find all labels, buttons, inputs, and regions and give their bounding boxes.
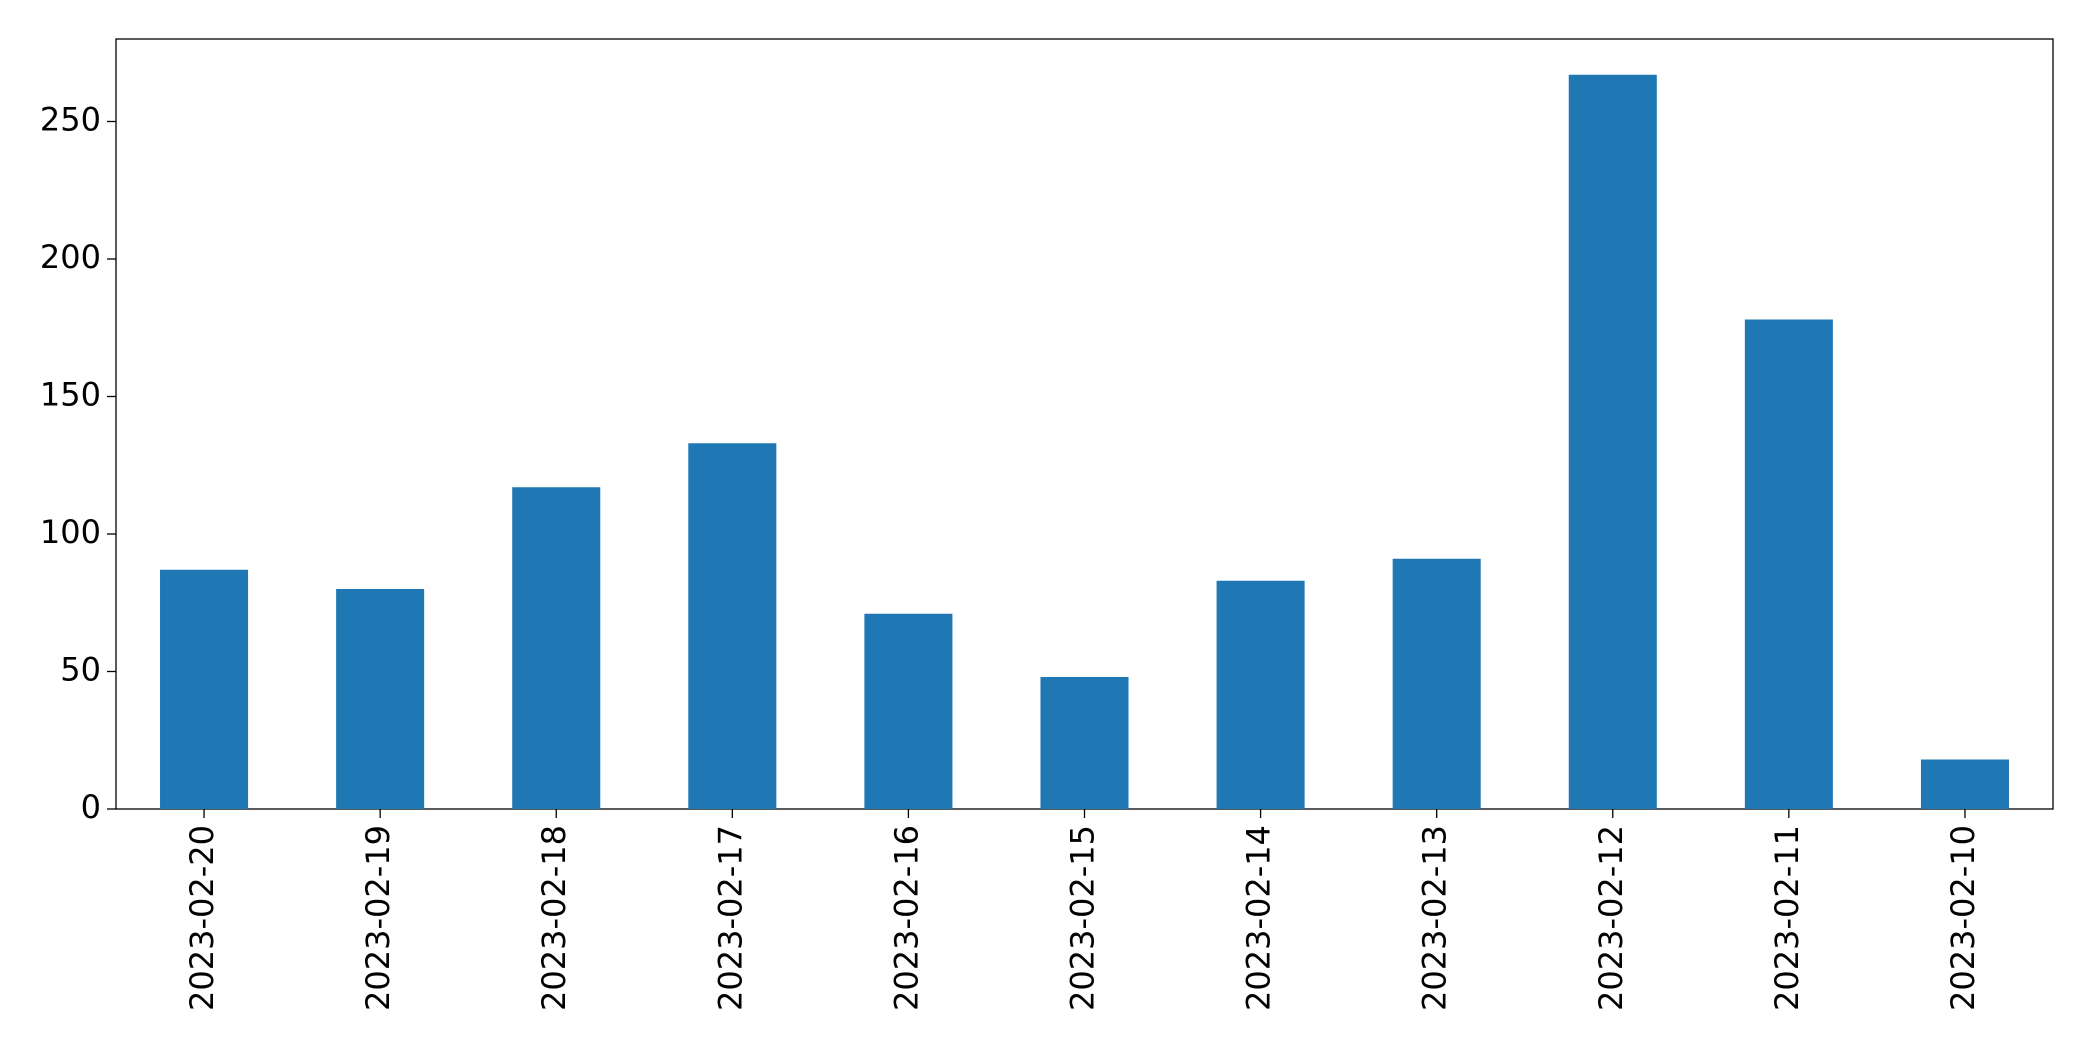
bar xyxy=(336,589,425,809)
x-tick-label: 2023-02-17 xyxy=(711,825,749,1011)
bar xyxy=(1920,759,2009,809)
x-tick-label: 2023-02-19 xyxy=(359,825,397,1011)
y-tick-label: 150 xyxy=(40,376,101,414)
x-tick-label: 2023-02-14 xyxy=(1240,825,1278,1011)
x-tick-label: 2023-02-20 xyxy=(183,825,221,1011)
bar xyxy=(1744,319,1833,809)
x-tick-label: 2023-02-15 xyxy=(1064,825,1102,1011)
x-tick-label: 2023-02-10 xyxy=(1944,825,1982,1011)
bar xyxy=(688,443,777,809)
y-tick-label: 0 xyxy=(81,788,101,826)
bar xyxy=(1216,580,1305,809)
bar xyxy=(512,487,601,809)
bar xyxy=(1040,677,1129,809)
y-tick-label: 50 xyxy=(60,651,101,689)
x-tick-label: 2023-02-13 xyxy=(1416,825,1454,1011)
x-tick-label: 2023-02-12 xyxy=(1592,825,1630,1011)
y-tick-label: 200 xyxy=(40,238,101,276)
x-tick-label: 2023-02-16 xyxy=(887,825,925,1011)
bar xyxy=(864,613,953,809)
y-tick-label: 100 xyxy=(40,513,101,551)
y-tick-label: 250 xyxy=(40,101,101,139)
bar xyxy=(1392,558,1481,809)
bar xyxy=(1568,74,1657,809)
x-tick-label: 2023-02-18 xyxy=(535,825,573,1011)
bar xyxy=(160,569,249,809)
x-tick-label: 2023-02-11 xyxy=(1768,825,1806,1011)
